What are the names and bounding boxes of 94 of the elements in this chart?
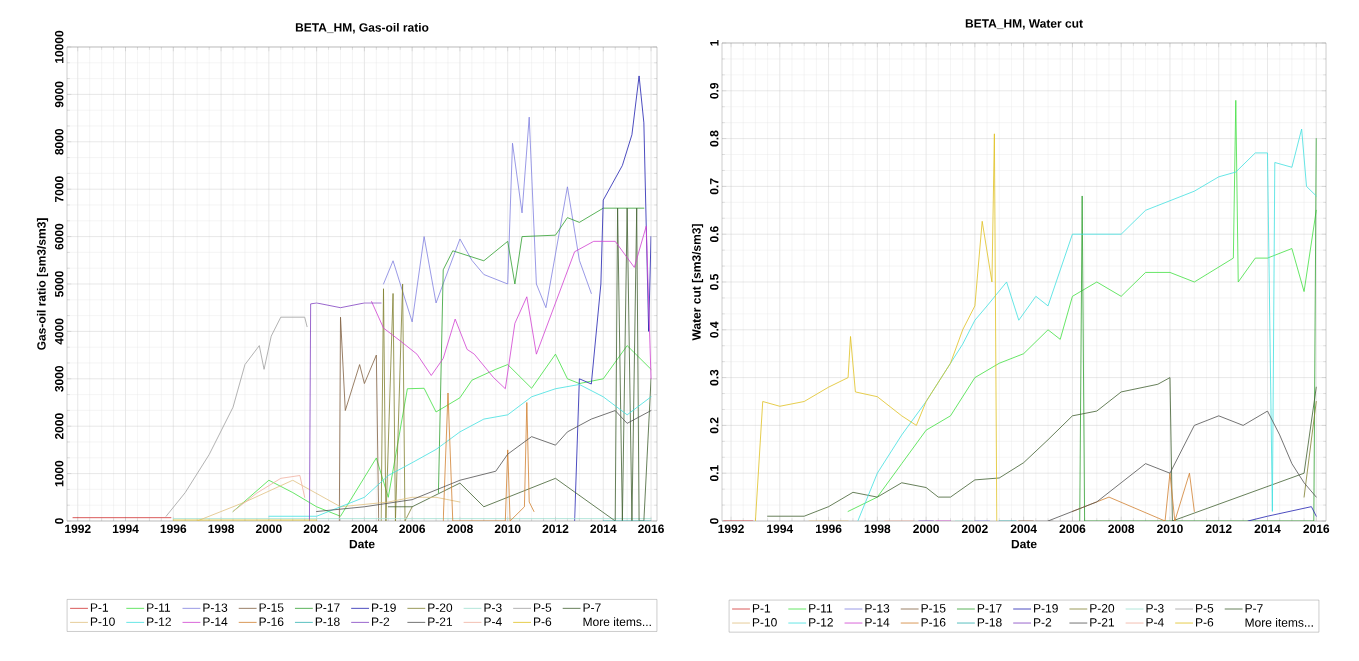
y-tick-label: 1: [710, 39, 719, 46]
legend-label: P-1: [752, 604, 771, 613]
y-tick-label: 0.9: [709, 82, 719, 99]
legend-label: P-15: [921, 604, 946, 613]
y-tick-label: 1000: [54, 460, 64, 487]
x-tick-label: 1992: [718, 524, 744, 534]
legend-label: P-1: [90, 603, 109, 612]
chart-title: BETA_HM, Water cut: [965, 19, 1083, 30]
legend-label: P-12: [147, 617, 171, 626]
legend-label: P-20: [428, 603, 453, 612]
y-tick-label: 0.5: [709, 273, 719, 290]
x-tick-label: 2006: [1059, 524, 1086, 534]
x-axis-title: Date: [1011, 539, 1037, 549]
legend-label: P-4: [1146, 618, 1164, 627]
text: More items...: [583, 617, 651, 627]
y-tick-label: 0.3: [709, 369, 719, 386]
text: More items...: [1245, 617, 1313, 627]
x-tick-label: 1998: [864, 524, 891, 534]
legend-label: P-6: [1196, 618, 1214, 627]
legend-label: P-10: [752, 618, 777, 627]
legend-label: P-5: [534, 603, 552, 612]
legend-label: P-18: [315, 617, 340, 626]
legend-label: P-6: [534, 617, 552, 626]
legend-label: P-16: [921, 618, 946, 627]
x-tick-label: 2002: [961, 524, 988, 534]
x-tick-label: 2016: [638, 524, 664, 534]
y-tick-label: 3000: [54, 365, 64, 392]
x-tick-label: 1994: [767, 524, 794, 534]
y-tick-label: 2000: [54, 413, 64, 440]
x-tick-label: 2002: [303, 524, 330, 534]
legend-label: P-13: [203, 603, 228, 612]
x-tick-label: 2000: [255, 524, 282, 534]
x-tick-label: 1996: [815, 524, 842, 534]
y-axis-title: Gas-oil ratio [sm3/sm3]: [36, 218, 49, 350]
legend-label: P-10: [90, 617, 115, 626]
legend-label: P-17: [315, 603, 340, 612]
legend-label: P-19: [1034, 604, 1058, 613]
legend-label: P-12: [809, 618, 833, 627]
legend-label: P-11: [147, 603, 171, 612]
x-tick-label: 1994: [112, 524, 139, 534]
legend-label: P-3: [484, 603, 502, 612]
x-tick-label: 2014: [590, 524, 617, 534]
legend-label: P-2: [372, 617, 390, 626]
y-tick-label: 0.8: [709, 130, 719, 147]
x-tick-label: 1992: [65, 524, 91, 534]
y-tick-label: 0.7: [709, 178, 719, 195]
legend-label: P-15: [259, 603, 284, 612]
y-tick-label: 0.2: [709, 417, 719, 434]
y-tick-label: 10000: [54, 30, 64, 63]
y-tick-label: 0.4: [709, 321, 719, 338]
legend-label: P-18: [977, 618, 1002, 627]
chart-title: BETA_HM, Gas-oil ratio: [295, 22, 429, 34]
legend-label: P-19: [372, 603, 396, 612]
y-tick-label: 0.1: [709, 465, 719, 482]
x-tick-label: 2012: [542, 524, 569, 534]
legend-label: P-17: [977, 604, 1002, 613]
x-tick-label: 2010: [494, 524, 521, 534]
x-tick-label: 2016: [1303, 524, 1330, 534]
x-tick-label: 2012: [1205, 524, 1232, 534]
x-tick-label: 2008: [447, 524, 473, 534]
legend-label: P-4: [484, 617, 502, 626]
x-tick-label: 1998: [208, 524, 235, 534]
x-tick-label: 2000: [913, 524, 939, 534]
legend-label: P-14: [203, 617, 228, 626]
legend-label: P-7: [1245, 604, 1263, 613]
y-axis-title: Water cut [sm3/sm3]: [691, 224, 704, 341]
x-tick-label: 2006: [399, 524, 426, 534]
y-tick-label: 9000: [54, 81, 64, 108]
y-tick-label: 0: [54, 518, 64, 524]
y-tick-label: 4000: [54, 318, 64, 345]
y-tick-label: 0: [709, 518, 719, 524]
y-tick-label: 8000: [54, 128, 64, 155]
y-tick-label: 5000: [54, 271, 64, 297]
x-tick-label: 2004: [351, 524, 378, 534]
legend-label: P-21: [428, 617, 453, 626]
legend-label: P-16: [259, 617, 284, 626]
x-axis-title: Date: [349, 539, 375, 549]
legend-label: P-3: [1146, 604, 1164, 613]
x-tick-label: 1996: [160, 524, 187, 534]
y-tick-label: 0.6: [709, 226, 719, 243]
legend-label: P-2: [1034, 618, 1052, 627]
x-tick-label: 2008: [1108, 524, 1135, 534]
legend-label: P-21: [1090, 618, 1115, 627]
legend-label: P-20: [1090, 604, 1115, 613]
x-tick-label: 2014: [1254, 524, 1281, 534]
y-tick-label: 6000: [54, 223, 64, 250]
legend-label: P-13: [865, 604, 890, 613]
legend-label: P-11: [809, 604, 833, 613]
y-tick-label: 7000: [54, 176, 64, 203]
legend-label: P-14: [865, 618, 890, 627]
x-tick-label: 2004: [1010, 524, 1037, 534]
x-tick-label: 2010: [1157, 524, 1183, 534]
legend-label: P-7: [583, 603, 601, 612]
legend-label: P-5: [1196, 604, 1214, 613]
